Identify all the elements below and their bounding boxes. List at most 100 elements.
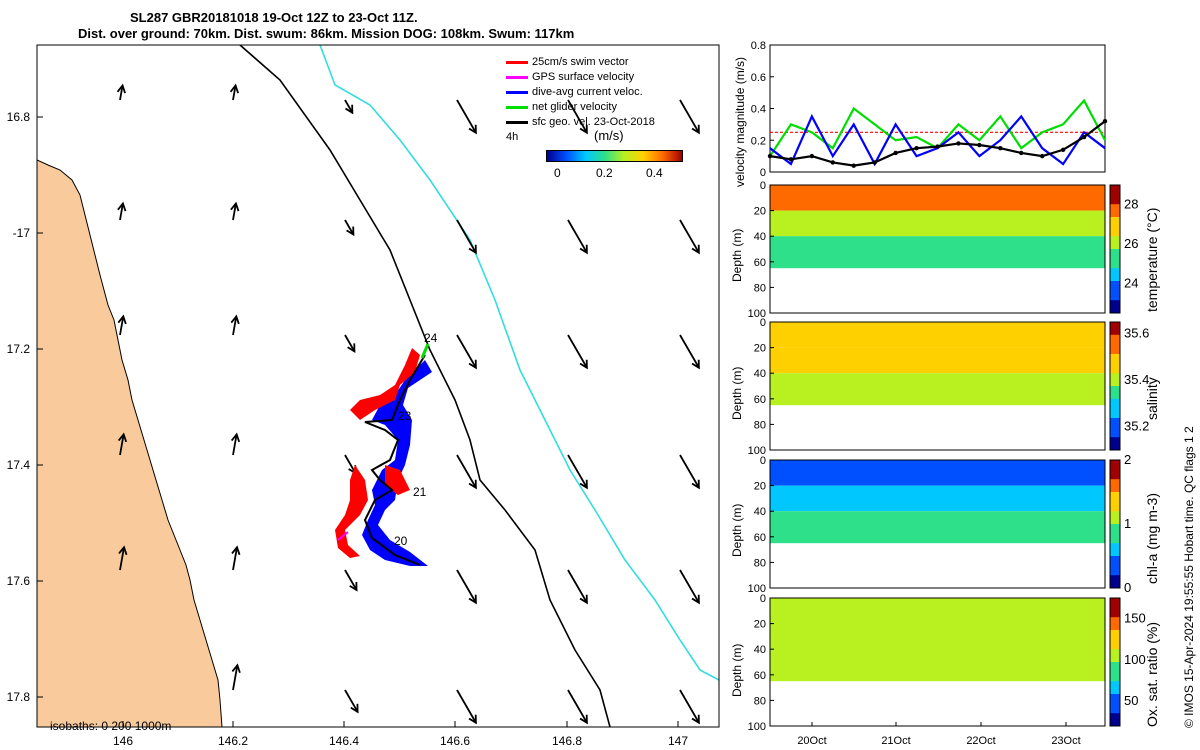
geo-velocity-arrows (116, 83, 700, 725)
time-x-tick-label: 22Oct (966, 735, 995, 747)
velocity-point (893, 150, 898, 156)
net-glider-velocity-mark (420, 343, 430, 359)
geo-velocity-arrow (679, 454, 700, 489)
depth-colorbar-step (1110, 443, 1120, 451)
depth-colorbar-step (1110, 642, 1120, 650)
depth-y-tick-label: 20 (754, 619, 766, 631)
depth-y-tick-label: 80 (754, 282, 766, 294)
oxsat-colorbar-label: Ox. sat. ratio (%) (1144, 621, 1160, 727)
depth-section-band (770, 373, 1105, 406)
geo-velocity-arrowhead (345, 104, 354, 115)
geo-velocity-arrowhead (579, 714, 588, 725)
depth-colorbar-tick: 2 (1124, 452, 1131, 467)
geo-velocity-arrowhead (116, 83, 126, 94)
depth-y-tick-label: 0 (760, 317, 766, 329)
geo-velocity-arrow (679, 334, 700, 369)
depth-colorbar-step (1110, 366, 1120, 374)
geo-velocity-arrow (456, 569, 477, 604)
depth-colorbar-step (1110, 511, 1120, 519)
depth-colorbar-step (1110, 334, 1120, 342)
geo-velocity-arrow (344, 99, 354, 114)
depth-colorbar-step (1110, 517, 1120, 525)
depth-colorbar-step (1110, 236, 1120, 244)
geo-velocity-arrowhead (468, 124, 477, 135)
map-x-axis: 146 146.2 146.4 146.6 146.8 147 (113, 721, 688, 748)
depth-colorbar-step (1110, 674, 1120, 682)
geo-velocity-arrow (567, 689, 588, 724)
legend-item-gps-velocity: GPS surface velocity (506, 70, 655, 85)
figure-title-line2: Dist. over ground: 70km. Dist. swum: 86k… (78, 26, 575, 41)
velocity-point (1102, 119, 1108, 124)
map-frame (36, 44, 720, 728)
depth-colorbar-step (1110, 354, 1120, 361)
figure-title-line1: SL287 GBR20181018 19-Oct 12Z to 23-Oct 1… (130, 10, 418, 25)
map-y-tick-label: -17 (13, 226, 31, 240)
depth-colorbar-step (1110, 460, 1120, 467)
depth-section-panels: 02040608010028262402040608010035.635.435… (748, 180, 1150, 747)
depth-panel-frame (769, 597, 1106, 727)
temp-depth-ylabel: Depth (m) (730, 228, 744, 282)
geo-velocity-arrow (456, 334, 477, 369)
geo-velocity-arrow (456, 99, 477, 134)
geo-velocity-arrowhead (579, 359, 588, 370)
geo-velocity-arrow (567, 219, 588, 254)
depth-section-band (770, 185, 1105, 211)
velocity-y-tick-label: 0.8 (751, 40, 766, 52)
map-y-tick-label: 17.8 (7, 690, 31, 704)
geo-velocity-arrow (679, 569, 700, 604)
depth-section-band (770, 485, 1105, 512)
geo-velocity-arrowhead (579, 479, 588, 490)
geo-velocity-arrowhead (468, 594, 477, 605)
geo-velocity-arrow (679, 219, 700, 254)
time-x-tick-label: 20Oct (797, 735, 826, 747)
geo-velocity-arrowhead (230, 201, 240, 212)
salinity-colorbar-label: salinity (1144, 377, 1160, 420)
depth-y-tick-label: 0 (760, 593, 766, 605)
depth-section-band (770, 598, 1105, 682)
depth-colorbar-step (1110, 261, 1120, 269)
velocity-point (788, 157, 794, 162)
depth-colorbar-step (1110, 662, 1120, 669)
depth-section-band (770, 347, 1105, 374)
depth-y-tick-label: 80 (754, 557, 766, 569)
depth-colorbar-step (1110, 411, 1120, 419)
depth-y-tick-label: 100 (748, 308, 766, 320)
depth-colorbar-step (1110, 281, 1120, 288)
depth-colorbar-step (1110, 229, 1120, 237)
depth-colorbar-step (1110, 536, 1120, 544)
coastline-land (37, 159, 223, 727)
depth-panel-frame (769, 321, 1106, 451)
depth-colorbar-tick: 35.6 (1124, 326, 1149, 341)
depth-colorbar-step (1110, 347, 1120, 355)
depth-colorbar-step (1110, 472, 1120, 480)
depth-colorbar-step (1110, 681, 1120, 689)
geo-velocity-arrowhead (579, 244, 588, 255)
depth-colorbar-step (1110, 300, 1120, 308)
velocity-point (935, 144, 940, 149)
legend-label: 25cm/s swim vector (532, 56, 629, 68)
chla-colorbar-label: chl-a (mg m-3) (1144, 492, 1160, 584)
depth-colorbar-tick: 28 (1124, 197, 1138, 212)
legend-label: GPS surface velocity (532, 71, 635, 83)
legend-swatch (506, 61, 528, 64)
depth-colorbar-step (1110, 191, 1120, 199)
geo-velocity-arrow (456, 689, 477, 724)
depth-colorbar-step (1110, 530, 1120, 538)
sal-depth-ylabel: Depth (m) (730, 366, 744, 420)
map-y-tick-label: 16.8 (7, 110, 31, 124)
depth-colorbar-step (1110, 562, 1120, 570)
depth-y-tick-label: 60 (754, 394, 766, 406)
legend-item-swim-vector: 25cm/s swim vector (506, 55, 655, 70)
depth-colorbar-step (1110, 405, 1120, 413)
depth-colorbar-step (1110, 268, 1120, 276)
geo-velocity-arrowhead (117, 314, 127, 325)
depth-colorbar-step (1110, 204, 1120, 212)
depth-colorbar-step (1110, 719, 1120, 727)
depth-colorbar-step (1110, 392, 1120, 400)
depth-colorbar-step (1110, 581, 1120, 589)
velocity-point (1060, 147, 1066, 152)
geo-velocity-arrowhead (231, 663, 241, 674)
depth-section-band (770, 460, 1105, 486)
